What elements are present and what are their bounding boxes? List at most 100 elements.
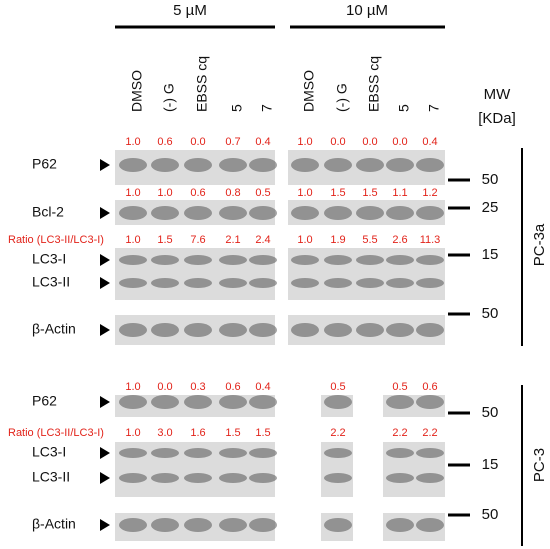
quant-value: 1.0 (297, 187, 312, 199)
band (386, 278, 414, 288)
band (119, 395, 147, 409)
band (416, 395, 444, 409)
protein-label: LC3-I (32, 444, 66, 460)
quant-value: 1.9 (330, 234, 345, 246)
band (119, 323, 147, 337)
quant-value: 1.1 (392, 187, 407, 199)
quant-value: 1.5 (225, 427, 240, 439)
cell-line: PC-3 (531, 448, 548, 482)
lane-label: EBSS cq (366, 56, 382, 112)
quant-value: 3.0 (157, 427, 172, 439)
quant-value: 0.5 (392, 381, 407, 393)
quant-value: 0.7 (225, 136, 240, 148)
ratio-label: Ratio (LC3-II/LC3-I) (8, 427, 104, 439)
lane-label: 7 (259, 104, 275, 112)
ratio-label: Ratio (LC3-II/LC3-I) (8, 234, 104, 246)
protein-label: β-Actin (32, 516, 76, 532)
lane-label: DMSO (129, 70, 145, 112)
band (324, 323, 352, 337)
quant-value: 2.4 (255, 234, 270, 246)
band (184, 518, 212, 532)
band (416, 323, 444, 337)
quant-value: 1.0 (125, 187, 140, 199)
quant-value: 1.0 (297, 136, 312, 148)
band (119, 518, 147, 532)
band (151, 518, 179, 532)
quant-value: 11.3 (420, 234, 441, 246)
quant-value: 1.5 (157, 234, 172, 246)
arrow (100, 324, 110, 336)
quant-value: 1.0 (125, 136, 140, 148)
arrow (100, 519, 110, 531)
band (416, 473, 444, 483)
quant-value: 1.0 (125, 234, 140, 246)
quant-value: 1.0 (125, 427, 140, 439)
quant-value: 0.6 (422, 381, 437, 393)
band (416, 206, 444, 220)
band (151, 255, 179, 265)
arrow (100, 277, 110, 289)
band (386, 448, 414, 458)
mw-header: MW (484, 86, 511, 103)
band (416, 448, 444, 458)
band (184, 206, 212, 220)
band (151, 448, 179, 458)
lane-label: (-) G (161, 83, 177, 112)
quant-value: 0.6 (157, 136, 172, 148)
quant-value: 1.5 (255, 427, 270, 439)
band (356, 278, 384, 288)
quant-value: 0.6 (190, 187, 205, 199)
band (219, 518, 247, 532)
quant-value: 0.4 (255, 136, 270, 148)
quant-value: 1.0 (157, 187, 172, 199)
band (386, 395, 414, 409)
band (291, 158, 319, 172)
quant-value: 0.6 (225, 381, 240, 393)
quant-value: 1.0 (125, 381, 140, 393)
band (119, 278, 147, 288)
arrow (100, 396, 110, 408)
band (324, 206, 352, 220)
protein-label: P62 (32, 156, 57, 172)
quant-value: 0.0 (392, 136, 407, 148)
mw-marker: 50 (482, 305, 499, 322)
band (386, 255, 414, 265)
quant-value: 1.5 (330, 187, 345, 199)
band (119, 206, 147, 220)
band (249, 255, 277, 265)
quant-value: 5.5 (362, 234, 377, 246)
band (386, 473, 414, 483)
band (324, 473, 352, 483)
band (324, 255, 352, 265)
mw-marker: 50 (482, 506, 499, 523)
band (184, 395, 212, 409)
quant-value: 2.6 (392, 234, 407, 246)
band (386, 206, 414, 220)
band (219, 448, 247, 458)
band (291, 255, 319, 265)
quant-value: 2.1 (225, 234, 240, 246)
arrow (100, 159, 110, 171)
band (324, 395, 352, 409)
band (151, 206, 179, 220)
band (291, 206, 319, 220)
protein-label: LC3-II (32, 469, 70, 485)
band (219, 473, 247, 483)
band (119, 473, 147, 483)
band (356, 158, 384, 172)
band (249, 518, 277, 532)
protein-label: Bcl-2 (32, 204, 64, 220)
band (249, 158, 277, 172)
band (416, 518, 444, 532)
band (219, 395, 247, 409)
band (416, 278, 444, 288)
arrow (100, 447, 110, 459)
band (386, 158, 414, 172)
mw-marker: 50 (482, 171, 499, 188)
band (219, 255, 247, 265)
band (249, 323, 277, 337)
band (151, 158, 179, 172)
band (249, 448, 277, 458)
band (151, 395, 179, 409)
